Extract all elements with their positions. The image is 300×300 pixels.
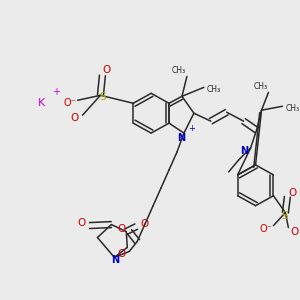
Text: N: N (177, 133, 185, 143)
Text: CH₃: CH₃ (207, 85, 221, 94)
Text: N: N (111, 255, 119, 266)
Text: +: + (52, 87, 60, 97)
Text: S: S (99, 92, 106, 102)
Text: K: K (38, 98, 45, 108)
Text: O: O (290, 226, 298, 236)
Text: O⁻: O⁻ (259, 224, 272, 234)
Text: CH₃: CH₃ (172, 66, 186, 75)
Text: O: O (102, 65, 110, 76)
Text: O: O (77, 218, 86, 228)
Text: CH₃: CH₃ (254, 82, 268, 91)
Text: S: S (281, 211, 288, 220)
Text: N: N (241, 146, 249, 156)
Text: +: + (188, 124, 195, 133)
Text: O: O (288, 188, 296, 198)
Text: O⁻: O⁻ (63, 98, 76, 108)
Text: O: O (117, 224, 125, 234)
Text: O: O (117, 249, 125, 260)
Text: CH₃: CH₃ (285, 104, 299, 113)
Text: O: O (140, 219, 148, 229)
Text: O: O (70, 113, 79, 123)
